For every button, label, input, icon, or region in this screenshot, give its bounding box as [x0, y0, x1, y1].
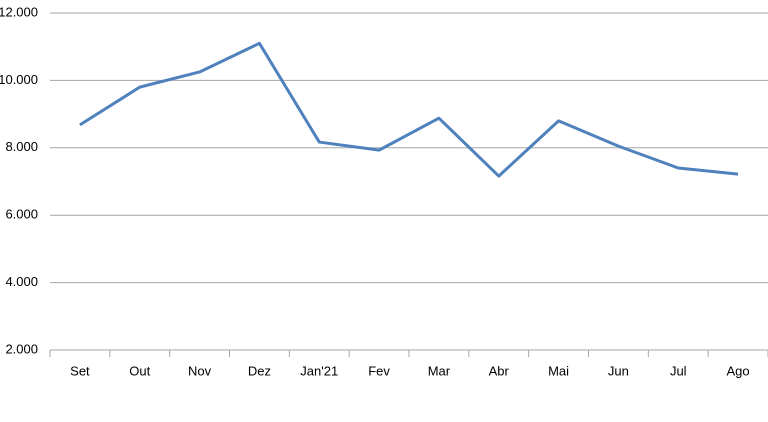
x-tick-label: Dez	[248, 363, 271, 378]
x-tick-label: Ago	[727, 363, 750, 378]
x-tick-label: Nov	[188, 363, 212, 378]
data-line	[79, 41, 739, 178]
x-tick-label: Out	[129, 363, 150, 378]
x-tick-label: Fev	[368, 363, 390, 378]
y-tick-label: 2.000	[5, 341, 38, 356]
x-tick-label: Jun	[608, 363, 629, 378]
y-tick-label: 8.000	[5, 139, 38, 154]
y-tick-label: 12.000	[0, 4, 38, 19]
y-tick-label: 6.000	[5, 207, 38, 222]
x-tick-label: Jul	[670, 363, 687, 378]
x-tick-label: Abr	[489, 363, 510, 378]
x-tick-label: Jan'21	[300, 363, 338, 378]
y-tick-label: 4.000	[5, 274, 38, 289]
x-tick-label: Mai	[548, 363, 569, 378]
y-tick-label: 10.000	[0, 72, 38, 87]
x-tick-label: Set	[70, 363, 90, 378]
x-tick-label: Mar	[428, 363, 451, 378]
